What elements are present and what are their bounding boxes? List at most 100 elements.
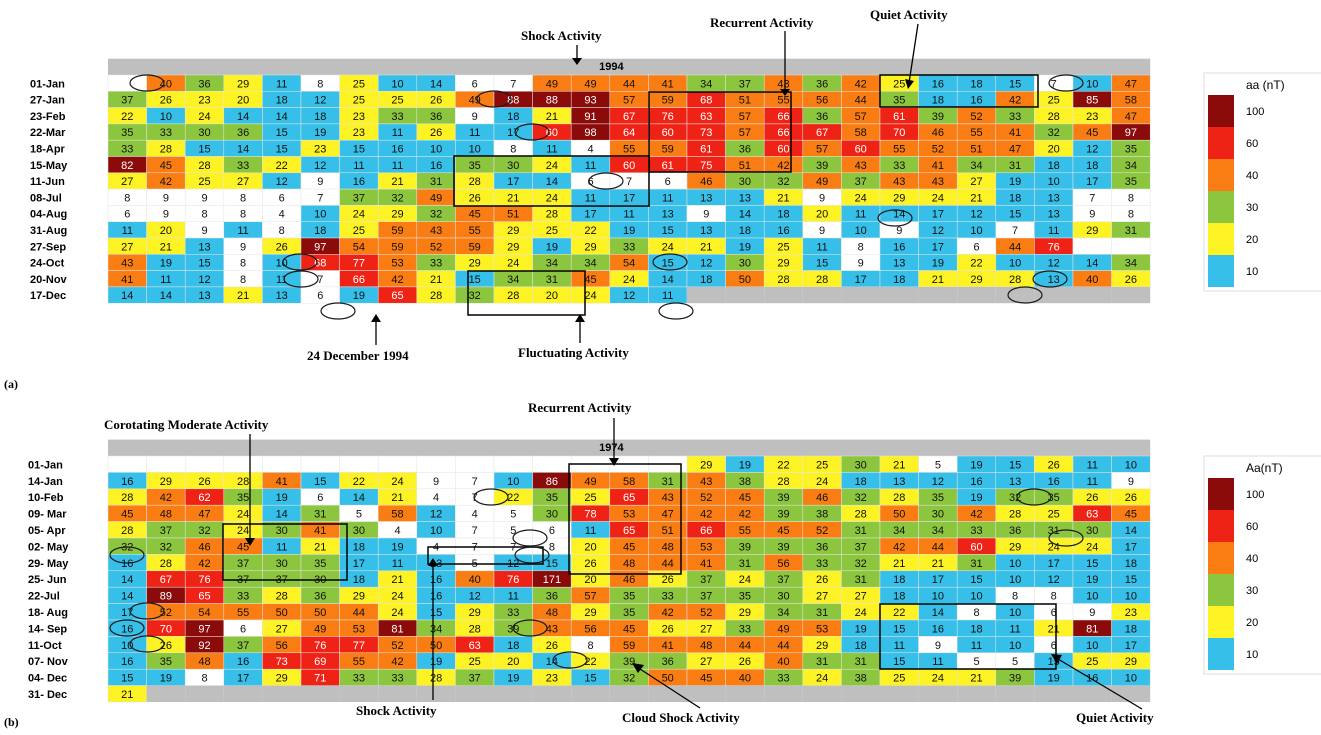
a-cell-value: 64	[623, 127, 635, 139]
b-cell-value: 69	[314, 656, 326, 668]
a-cell-value: 59	[662, 144, 674, 156]
b-cell-value: 8	[973, 607, 979, 619]
b-cell-empty	[1073, 685, 1112, 702]
b-cell-value: 28	[160, 558, 172, 570]
b-cell-value: 43	[662, 492, 674, 504]
a-cell-value: 21	[970, 192, 982, 204]
b-cell-value: 37	[469, 673, 481, 685]
a-cell-value: 93	[584, 95, 596, 107]
b-cell	[532, 455, 572, 473]
b-cell-value: 31	[816, 607, 828, 619]
b-cell	[184, 455, 225, 473]
b-cell-value: 11	[392, 558, 403, 570]
b-cell-value: 17	[1125, 541, 1137, 553]
a-cell-value: 11	[585, 192, 596, 204]
highlight-shock-box-a	[453, 155, 650, 207]
b-cell-value: 22	[777, 459, 789, 471]
b-cell-value: 30	[276, 525, 288, 537]
a-cell-value: 58	[1125, 95, 1137, 107]
a-cell-value: 21	[430, 274, 442, 286]
b-cell-value: 25	[816, 459, 828, 471]
b-cell-empty	[609, 685, 649, 702]
a-cell-value: 26	[276, 241, 288, 253]
a-cell-value: 22	[970, 258, 982, 270]
b-cell-value: 37	[237, 640, 249, 652]
a-cell-value: 57	[739, 111, 751, 123]
a-cell-value: 22	[121, 111, 133, 123]
b-legend-value: 20	[1246, 617, 1258, 629]
a-cell-value: 7	[626, 176, 632, 188]
b-cell-value: 24	[855, 607, 867, 619]
event-circle-b	[109, 546, 145, 564]
b-cell-value: 5	[356, 509, 362, 521]
b-cell-value: 32	[198, 525, 210, 537]
b-cell-value: 10	[430, 525, 442, 537]
a-cell-value: 68	[700, 95, 712, 107]
event-circle-a	[320, 302, 356, 320]
a-cell-value: 16	[970, 95, 982, 107]
a-cell-value: 41	[662, 78, 674, 90]
a-cell-value: 17	[932, 209, 944, 221]
highlight-recurrent-box-a	[648, 91, 792, 173]
b-cell-value: 41	[276, 476, 288, 488]
b-cell-value: 62	[198, 492, 210, 504]
a-row-label: 27-Sep	[30, 241, 66, 253]
b-cell-value: 55	[237, 607, 249, 619]
b-cell-value: 34	[893, 525, 905, 537]
b-cell-value: 81	[391, 623, 403, 635]
a-cell-value: 44	[855, 95, 867, 107]
b-cell-value: 9	[1128, 476, 1134, 488]
a-cell-value: 33	[391, 111, 403, 123]
arrowhead-corotating	[245, 538, 255, 546]
a-cell-value: 11	[160, 274, 171, 286]
b-cell-value: 47	[198, 509, 210, 521]
a-cell-value: 28	[160, 144, 172, 156]
b-cell-value: 48	[546, 607, 558, 619]
b-cell-value: 17	[121, 607, 133, 619]
b-cell-value: 21	[391, 574, 403, 586]
a-cell-empty	[687, 286, 726, 304]
a-cell-value: 7	[317, 274, 323, 286]
a-cell-value: 23	[198, 95, 210, 107]
arrow-quiet-b	[1057, 658, 1143, 710]
event-circle-b	[129, 635, 165, 653]
a-cell-value: 37	[739, 78, 751, 90]
a-cell-value: 43	[121, 258, 133, 270]
a-cell-value: 34	[1125, 160, 1137, 172]
a-row-label: 31-Aug	[30, 225, 67, 237]
a-cell-value: 9	[163, 192, 169, 204]
a-cell-value: 21	[237, 290, 249, 302]
b-cell-value: 31	[314, 509, 326, 521]
a-cell-value: 13	[700, 225, 712, 237]
b-legend-value: 60	[1246, 521, 1258, 533]
b-cell-value: 16	[1086, 673, 1098, 685]
b-cell-value: 42	[700, 509, 712, 521]
b-cell-value: 24	[391, 591, 403, 603]
a-cell-value: 18	[314, 225, 326, 237]
b-cell-empty	[455, 685, 494, 702]
b-cell-value: 23	[1125, 607, 1137, 619]
a-cell-value: 8	[201, 209, 207, 221]
b-cell-value: 33	[391, 673, 403, 685]
a-cell-empty	[841, 286, 880, 304]
b-cell-value: 31	[970, 558, 982, 570]
b-cell-value: 28	[469, 623, 481, 635]
b-cell-value: 71	[314, 673, 326, 685]
b-cell-value: 37	[700, 574, 712, 586]
b-cell-value: 46	[198, 541, 210, 553]
annotation-fluctuating-activity: Fluctuating Activity	[518, 345, 629, 360]
a-legend-value: 100	[1246, 106, 1264, 118]
b-cell-value: 45	[700, 673, 712, 685]
event-circle-a	[282, 253, 318, 271]
b-cell-value: 11	[971, 640, 982, 652]
b-cell-value: 36	[1009, 525, 1021, 537]
b-cell-value: 29	[276, 673, 288, 685]
b-cell-value: 24	[391, 476, 403, 488]
a-cell-value: 32	[430, 209, 442, 221]
a-cell-value: 15	[469, 274, 481, 286]
b-cell-value: 16	[121, 656, 133, 668]
a-cell-value: 14	[237, 144, 249, 156]
b-cell-value: 15	[584, 673, 596, 685]
a-cell-value: 9	[201, 225, 207, 237]
a-cell-value: 6	[317, 290, 323, 302]
